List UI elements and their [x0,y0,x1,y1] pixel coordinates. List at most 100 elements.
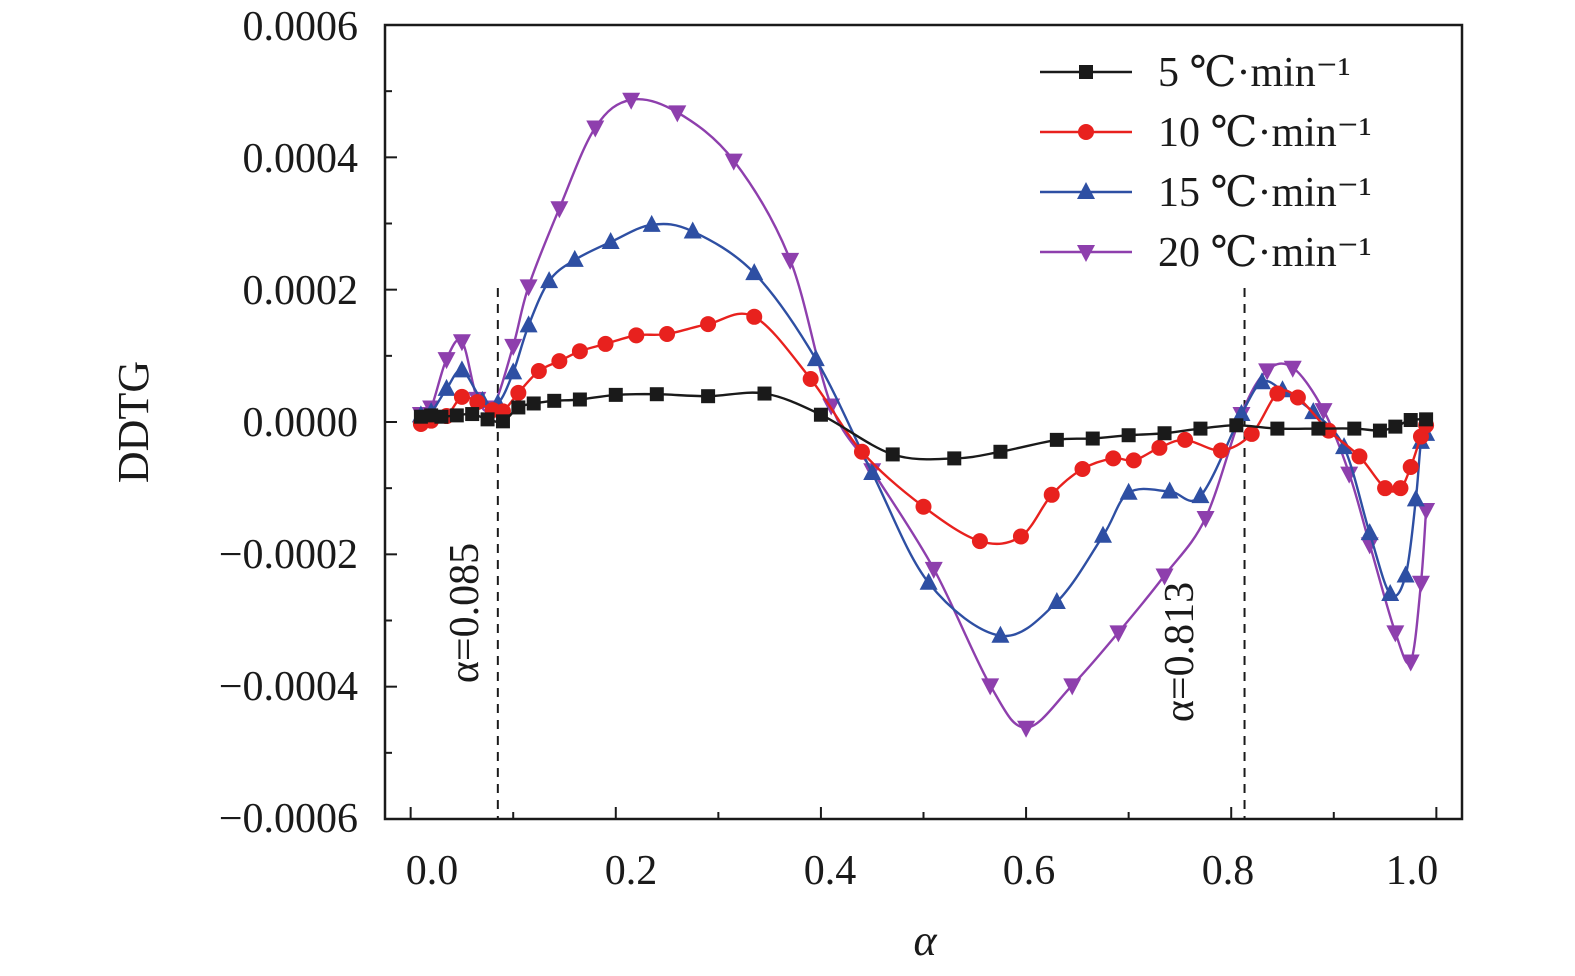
data-point [452,334,471,352]
data-point [437,352,456,370]
data-point [1388,419,1403,434]
data-point [1401,654,1420,672]
data-point [924,561,943,579]
data-point [659,325,676,342]
data-point [1252,372,1271,390]
data-point [1232,404,1251,422]
data-point [469,394,486,411]
data-point [1360,523,1379,541]
series-1 [413,386,1434,466]
data-point [1417,503,1436,521]
data-point [919,572,938,590]
series-2 [412,308,1435,550]
data-point [1155,568,1174,586]
data-point [683,221,702,239]
x-axis-ticks [409,807,1438,819]
data-point [1372,423,1387,438]
data-point [853,443,870,460]
annotation-label: α=0.085 [442,543,488,683]
legend-label: 20 ℃·min⁻¹ [1158,230,1372,276]
data-point [993,444,1008,459]
data-point [519,315,538,333]
data-point [608,387,623,402]
data-point [1360,537,1379,555]
data-point [628,327,645,344]
data-point [1085,431,1100,446]
data-point [1347,421,1362,436]
y-axis-title: DDTG [109,361,158,483]
data-point [449,408,464,423]
y-tick-label: −0.0002 [219,532,358,578]
annotation-label: α=0.813 [1157,582,1203,722]
data-point [519,279,538,297]
y-tick-label: 0.0006 [243,4,359,50]
data-point [597,335,614,352]
data-point [1351,448,1368,465]
data-point [1258,363,1277,381]
data-point [1196,510,1215,528]
data-point [565,249,584,267]
data-point [530,363,547,380]
data-point [526,396,541,411]
x-tick-label: 0.2 [605,848,658,894]
data-point [1283,360,1302,378]
data-point [1403,413,1418,428]
legend-marker [1078,124,1094,140]
x-tick-label: 0.0 [406,848,459,894]
data-point [547,393,562,408]
data-point [1160,481,1179,499]
legend-label: 15 ℃·min⁻¹ [1158,170,1372,216]
data-point [1151,439,1168,456]
data-point [1406,489,1425,507]
data-point [572,392,587,407]
data-point [437,378,456,396]
y-tick-label: 0.0004 [243,136,359,182]
data-point [701,389,716,404]
data-point [1119,482,1138,500]
data-point [1314,403,1333,421]
legend-marker [1079,65,1093,79]
data-point [495,414,510,429]
data-point [434,409,449,424]
data-point [1340,466,1359,484]
data-point [1304,402,1323,420]
data-point [668,105,687,123]
x-tick-label: 0.8 [1202,848,1255,894]
data-point [757,386,772,401]
data-point [806,349,825,367]
data-point [1289,389,1306,406]
data-point [1109,625,1128,643]
legend-label: 10 ℃·min⁻¹ [1158,110,1372,156]
data-point [813,407,828,422]
data-point [802,370,819,387]
data-point [1402,458,1419,475]
series-3 [411,214,1436,643]
y-tick-label: 0.0002 [243,268,359,314]
x-tick-label: 0.4 [804,848,857,894]
data-point [1125,452,1142,469]
data-point [1311,421,1326,436]
data-point [1193,421,1208,436]
data-point [504,362,523,380]
data-point [1269,385,1286,402]
data-point [1043,486,1060,503]
data-point [1243,425,1260,442]
data-point [1377,480,1394,497]
data-point [781,252,800,270]
data-point [1049,432,1064,447]
y-tick-label: −0.0004 [219,664,358,710]
data-point [642,214,661,232]
data-point [550,201,569,219]
data-point [724,153,743,171]
data-point [971,533,988,550]
data-point [1386,625,1405,643]
data-point [586,120,605,138]
x-axis-title: α [913,916,937,965]
x-tick-label: 1.0 [1386,848,1439,894]
data-point [947,451,962,466]
legend: 5 ℃·min⁻¹ 10 ℃·min⁻¹ 15 ℃·min⁻¹ 20 ℃·min… [1040,50,1372,276]
data-point [700,316,717,333]
x-tick-label: 0.6 [1003,848,1056,894]
data-point [1063,678,1082,696]
